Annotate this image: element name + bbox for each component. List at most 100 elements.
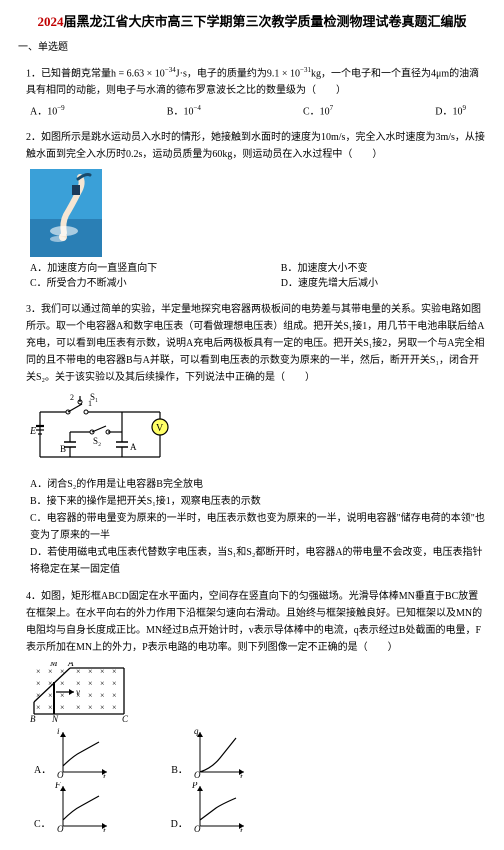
svg-text:t: t xyxy=(240,772,243,778)
q2-choice-c: C．所受合力不断减小 xyxy=(30,276,281,291)
q1-c-val: 10 xyxy=(320,106,330,117)
q1-choices: A．10−9 B．10−4 C．107 D．109 xyxy=(30,103,466,119)
q1-choice-a: A．10−9 xyxy=(30,103,65,119)
q4-choice-b: B． q O t xyxy=(171,728,248,778)
svg-text:E: E xyxy=(30,426,36,437)
svg-text:×: × xyxy=(36,667,41,676)
q4-chart-a: i O t xyxy=(55,728,111,778)
svg-text:×: × xyxy=(36,679,41,688)
q4-b-label: B． xyxy=(171,763,188,778)
q3-figure: E 2 1 S₁ B S₂ xyxy=(30,392,486,472)
svg-text:N: N xyxy=(51,714,59,724)
q1-stem: 1．已知普朗克常量h = 6.63 × 10−34J·s，电子的质量约为9.1 … xyxy=(26,65,486,99)
svg-text:×: × xyxy=(112,703,117,712)
svg-text:B: B xyxy=(60,444,66,454)
q1-a-val: 10 xyxy=(47,106,57,117)
q4-c-label: C． xyxy=(34,817,51,832)
svg-text:O: O xyxy=(57,770,64,778)
page-title: 2024届黑龙江省大庆市高三下学期第三次教学质量检测物理试卷真题汇编版 xyxy=(18,12,486,32)
q2-choice-a: A．加速度方向一直竖直向下 xyxy=(30,261,281,276)
svg-text:×: × xyxy=(76,703,81,712)
q1-choice-b: B．10−4 xyxy=(167,103,201,119)
svg-text:O: O xyxy=(57,824,64,832)
q2-stem: 2．如图所示是跳水运动员入水时的情形，她接触到水面时的速度为10m/s，完全入水… xyxy=(26,129,486,163)
svg-text:V: V xyxy=(156,423,164,434)
svg-text:×: × xyxy=(88,679,93,688)
svg-text:×: × xyxy=(112,691,117,700)
q1-stem-a: 1．已知普朗克常量h = 6.63 × 10 xyxy=(26,68,165,79)
q1-d-label: D． xyxy=(435,106,452,117)
svg-text:×: × xyxy=(112,679,117,688)
q1-a-exp: −9 xyxy=(57,104,64,112)
svg-text:M: M xyxy=(49,662,58,668)
svg-text:A: A xyxy=(130,442,137,452)
q2-choice-b: B．加速度大小不变 xyxy=(281,261,486,276)
rail-diagram: ××××××× ××××××× ××××××× ××××××× M B N C … xyxy=(30,662,140,724)
q1-d-val: 10 xyxy=(453,106,463,117)
q4-choice-d: D． P O t xyxy=(171,782,248,832)
svg-text:S₂: S₂ xyxy=(93,436,101,446)
question-1: 1．已知普朗克常量h = 6.63 × 10−34J·s，电子的质量约为9.1 … xyxy=(18,65,486,120)
svg-text:F: F xyxy=(55,782,61,790)
circuit-diagram: E 2 1 S₁ B S₂ xyxy=(30,392,170,472)
svg-text:O: O xyxy=(194,824,201,832)
q1-b-label: B． xyxy=(167,106,184,117)
q3-choices: A．闭合S₂的作用是让电容器B完全放电 B．接下来的操作是把开关S₁接1，观察电… xyxy=(30,476,486,578)
q1-b-val: 10 xyxy=(183,106,193,117)
svg-text:×: × xyxy=(100,691,105,700)
q4-d-label: D． xyxy=(171,817,188,832)
svg-text:2: 2 xyxy=(70,393,74,402)
svg-text:A: A xyxy=(67,662,74,668)
svg-text:×: × xyxy=(48,667,53,676)
svg-text:×: × xyxy=(88,703,93,712)
q1-exp1: −34 xyxy=(165,66,176,74)
svg-text:S₁: S₁ xyxy=(90,392,98,402)
svg-text:O: O xyxy=(194,770,201,778)
svg-text:t: t xyxy=(240,826,243,832)
svg-text:×: × xyxy=(48,691,53,700)
q4-row1: A． i O t B． q O t xyxy=(34,728,486,778)
title-year: 2024 xyxy=(37,14,63,29)
q3-choice-a: A．闭合S₂的作用是让电容器B完全放电 xyxy=(30,476,486,493)
svg-text:v: v xyxy=(76,687,80,697)
q1-exp2: −31 xyxy=(300,66,311,74)
q1-choice-c: C．107 xyxy=(303,103,333,119)
q4-choice-c: C． F O t xyxy=(34,782,111,832)
q3-choice-c: C．电容器的带电量变为原来的一半时，电压表示数也变为原来的一半，说明电容器"储存… xyxy=(30,510,486,544)
svg-text:×: × xyxy=(36,703,41,712)
svg-text:×: × xyxy=(60,679,65,688)
q2-figure xyxy=(30,169,486,257)
q4-stem: 4．如图，矩形框ABCD固定在水平面内，空间存在竖直向下的匀强磁场。光滑导体棒M… xyxy=(26,588,486,656)
svg-text:×: × xyxy=(48,703,53,712)
svg-text:t: t xyxy=(103,772,106,778)
q1-c-exp: 7 xyxy=(330,104,334,112)
svg-text:i: i xyxy=(57,728,60,736)
question-3: 3．我们可以通过简单的实验，半定量地探究电容器两极板间的电势差与其带电量的关系。… xyxy=(18,301,486,578)
q1-a-label: A． xyxy=(30,106,47,117)
q3-stem: 3．我们可以通过简单的实验，半定量地探究电容器两极板间的电势差与其带电量的关系。… xyxy=(26,301,486,386)
q3-choice-d: D．若使用磁电式电压表代替数字电压表，当S₁和S₂都断开时，电容器A的带电量不会… xyxy=(30,544,486,578)
q4-chart-d: P O t xyxy=(192,782,248,832)
q4-row2: C． F O t D． P O t xyxy=(34,782,486,832)
svg-text:×: × xyxy=(88,691,93,700)
q1-stem-b: J·s，电子的质量约为9.1 × 10 xyxy=(176,68,300,79)
q4-chart-c: F O t xyxy=(55,782,111,832)
svg-text:t: t xyxy=(103,826,106,832)
section-heading: 一、单选题 xyxy=(18,40,486,55)
question-2: 2．如图所示是跳水运动员入水时的情形，她接触到水面时的速度为10m/s，完全入水… xyxy=(18,129,486,291)
q4-choice-a: A． i O t xyxy=(34,728,111,778)
q2-choices: A．加速度方向一直竖直向下 C．所受合力不断减小 B．加速度大小不变 D．速度先… xyxy=(30,261,486,291)
svg-text:B: B xyxy=(30,714,36,724)
title-rest: 届黑龙江省大庆市高三下学期第三次教学质量检测物理试卷真题汇编版 xyxy=(63,14,466,29)
svg-text:×: × xyxy=(100,679,105,688)
svg-text:q: q xyxy=(194,728,199,736)
q1-choice-d: D．109 xyxy=(435,103,466,119)
q1-d-exp: 9 xyxy=(463,104,467,112)
svg-text:C: C xyxy=(122,714,129,724)
q1-c-label: C． xyxy=(303,106,320,117)
q2-choice-d: D．速度先增大后减小 xyxy=(281,276,486,291)
q4-chart-b: q O t xyxy=(192,728,248,778)
q4-figure: ××××××× ××××××× ××××××× ××××××× M B N C … xyxy=(30,662,486,724)
svg-text:P: P xyxy=(192,782,198,790)
q3-choice-b: B．接下来的操作是把开关S₁接1，观察电压表的示数 xyxy=(30,493,486,510)
